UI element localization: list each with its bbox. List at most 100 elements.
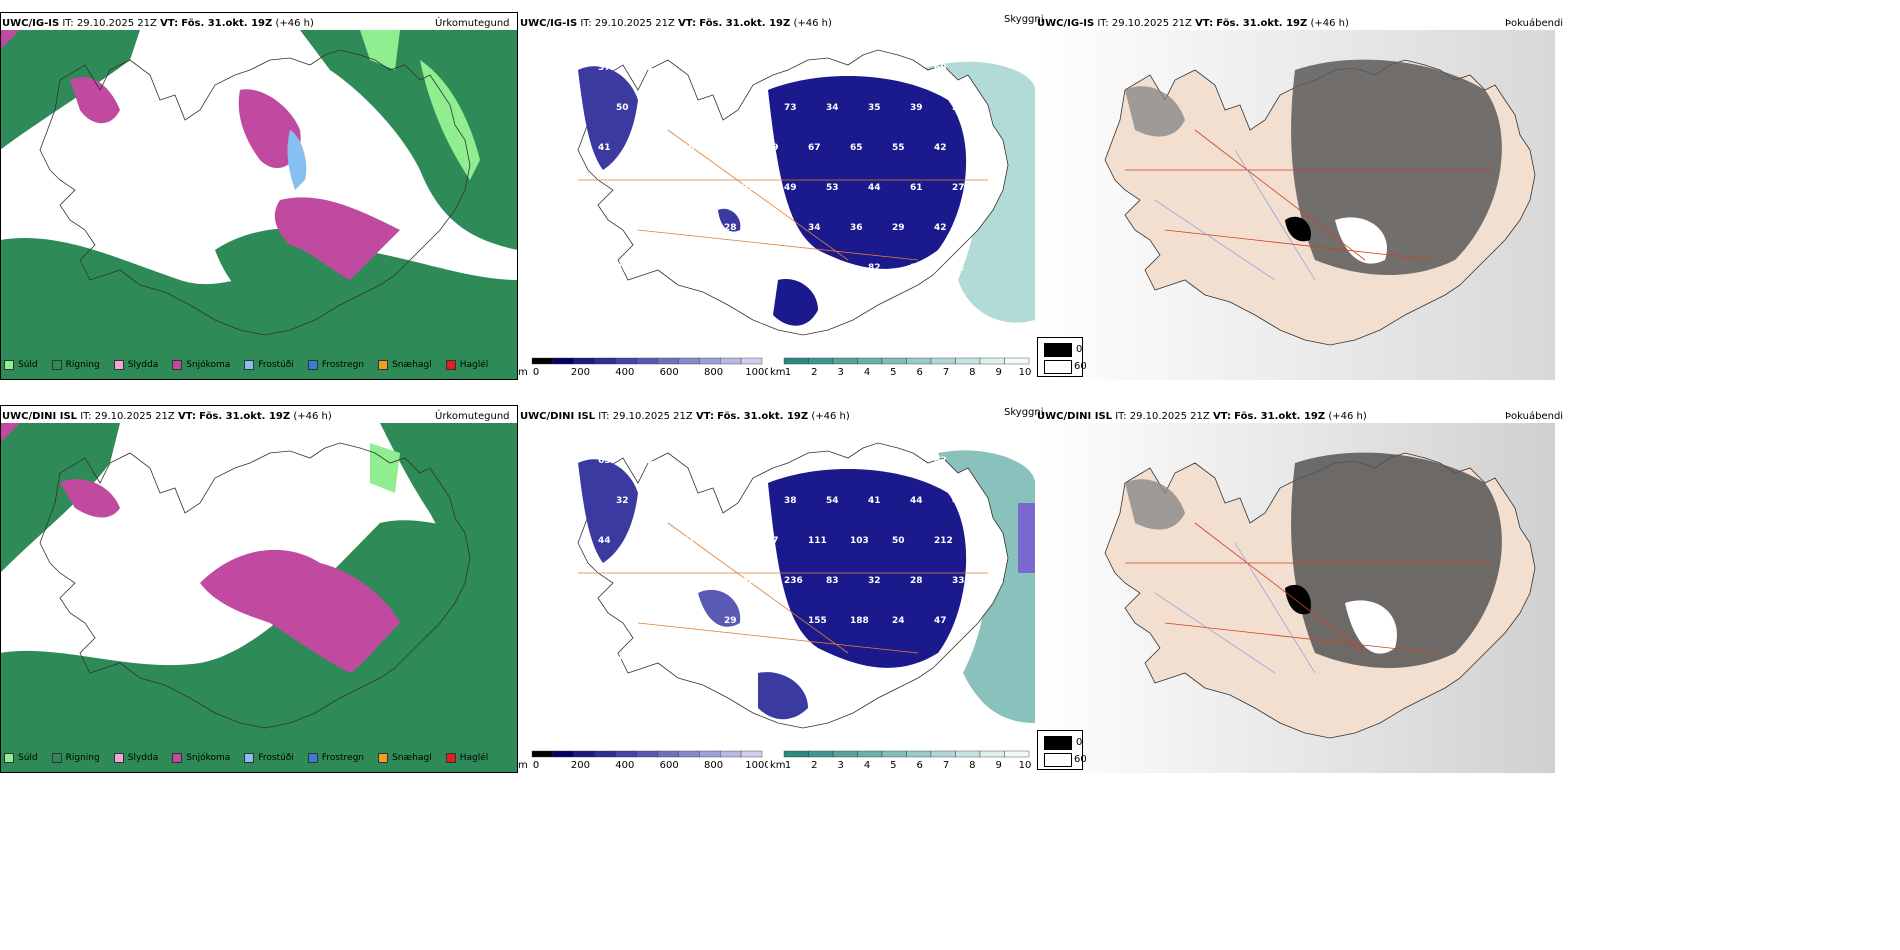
panel-title-cloud-1: UWC/IG-IS IT: 29.10.2025 21Z VT: Fös. 31… xyxy=(520,18,832,29)
fog-index-map-2 xyxy=(1035,423,1555,773)
visibility-colorbar-segment xyxy=(906,750,932,758)
visibility-colorbar-tick-label: 6 xyxy=(916,367,922,378)
cloud-base-colorbar-tick-label: 1000 xyxy=(745,367,768,378)
visibility-colorbar-segment xyxy=(979,357,1005,365)
precip-legend-item: Slydda xyxy=(113,753,158,763)
cloud-base-label: 55 xyxy=(892,143,905,153)
precip-legend-item: Snæhagl xyxy=(378,753,432,763)
legend-swatch xyxy=(307,753,318,763)
legend-swatch xyxy=(51,753,62,763)
cloud-base-colorbar-segment xyxy=(594,750,616,758)
param-name-precip-2: Úrkomutegund xyxy=(435,411,510,422)
cloud-label-group-1: 37 73 93 71 69 66 57 28 60 50 60 87 49 73 34 35 39 30 41 29… xyxy=(598,63,965,273)
visibility-colorbar-segment xyxy=(979,750,1005,758)
legend-swatch xyxy=(307,360,318,370)
legend-label: Rigning xyxy=(65,753,100,763)
visibility-colorbar-tick-label: 6 xyxy=(916,760,922,771)
cloud-base-label: 41 xyxy=(868,496,881,506)
cloud-base-colorbar-segment xyxy=(531,750,554,758)
cloud-base-label: 28 xyxy=(724,223,737,233)
cloud-base-label: 47 xyxy=(640,536,653,546)
cloud-base-colorbar-tick-label: 600 xyxy=(660,367,679,378)
legend-swatch xyxy=(244,360,255,370)
legend-swatch xyxy=(378,753,389,763)
precip-legend-item: Haglél xyxy=(445,753,488,763)
precip-legend-item: Súld xyxy=(4,360,38,370)
cloud-base-label: 36 xyxy=(850,223,863,233)
legend-label: Snæhagl xyxy=(392,753,432,763)
cloud-base-label: 111 xyxy=(808,536,827,546)
fog-legend-swatch-black xyxy=(1044,343,1072,357)
precip-legend-item: Frostúði xyxy=(244,753,294,763)
cloud-base-label: 71 xyxy=(682,536,695,546)
panel-title-cloud-2: UWC/DINI ISL IT: 29.10.2025 21Z VT: Fös.… xyxy=(520,411,850,422)
cloud-base-colorbar-segment xyxy=(573,750,595,758)
cloud-base-label: 79 xyxy=(640,456,653,466)
cloud-base-label: 155 xyxy=(808,616,827,626)
legend-label: Frostregn xyxy=(321,360,365,370)
visibility-colorbar-tick-label: 1 xyxy=(785,760,791,771)
visibility-colorbar-tick-label: 10 xyxy=(1019,367,1032,378)
visibility-colorbar-segment xyxy=(783,357,809,365)
cloud-base-label: 50 xyxy=(616,103,629,113)
precip-legend-item: Frostregn xyxy=(307,360,365,370)
cloud-base-label: 87 xyxy=(700,103,713,113)
visibility-colorbar-tick-label: 4 xyxy=(864,367,870,378)
legend-label: Snjókoma xyxy=(186,753,231,763)
cloud-base-colorbar-tick-label: 200 xyxy=(571,760,590,771)
param-name-cloud-2: Skyggni xyxy=(1004,407,1044,418)
visibility-colorbar-segment xyxy=(832,750,858,758)
precip-type-map-1 xyxy=(0,30,518,380)
cloud-base-colorbar-tick-label: 0 xyxy=(533,760,539,771)
cloud-base-label: 46 xyxy=(742,263,755,273)
cloud-base-label: 43 xyxy=(742,576,755,586)
cloud-base-label: 42 xyxy=(934,143,947,153)
cloud-base-colorbar-tick-label: 400 xyxy=(615,760,634,771)
visibility-colorbar-tick-label: 2 xyxy=(811,367,817,378)
visibility-colorbar-tick-label: 3 xyxy=(837,367,843,378)
visibility-colorbar-segment xyxy=(783,750,809,758)
visibility-colorbar-segment xyxy=(955,357,981,365)
cloud-base-label: 33 xyxy=(952,576,965,586)
cloud-base-label: 29 xyxy=(724,616,737,626)
cloud-base-label: 82 xyxy=(868,263,881,273)
cloud-base-label: 49 xyxy=(952,496,965,506)
cloud-base-colorbar-segment xyxy=(678,357,700,365)
cloud-base-label: 34 xyxy=(826,103,839,113)
cloud-base-label: 57 xyxy=(850,63,863,73)
cloud-base-label: 42 xyxy=(766,223,779,233)
precip-legend-item: Slydda xyxy=(113,360,158,370)
cloud-base-label: 28 xyxy=(910,576,923,586)
cloud-base-label: 114 xyxy=(700,576,719,586)
legend-swatch xyxy=(113,360,124,370)
cloud-base-label: 47 xyxy=(658,183,671,193)
cloud-base-label: 28 xyxy=(682,616,695,626)
cloud-base-colorbar-segment xyxy=(573,357,595,365)
visibility-colorbar-segment xyxy=(808,357,834,365)
precip-legend-item: Snæhagl xyxy=(378,360,432,370)
cloud-base-colorbar-1: m 0 200 400 600 800 1000 xyxy=(518,357,768,378)
cloud-base-label: 103 xyxy=(850,536,869,546)
fog-legend-swatch-white xyxy=(1044,753,1072,767)
cloud-base-label: 30 xyxy=(682,223,695,233)
cloud-base-label: 33 xyxy=(700,496,713,506)
legend-label: Snæhagl xyxy=(392,360,432,370)
cloud-base-label: 27 xyxy=(952,183,965,193)
cloud-base-label: 43 xyxy=(784,263,797,273)
visibility-colorbar-unit: km xyxy=(770,367,786,378)
cloud-base-label: 38 xyxy=(784,496,797,506)
cloud-base-colorbar-segment xyxy=(636,750,658,758)
cloud-base-colorbar-2: m 0 200 400 600 800 1000 xyxy=(518,750,768,771)
visibility-colorbar-segment xyxy=(881,750,907,758)
cloud-base-label: 28 xyxy=(826,263,839,273)
panel-title-fog-2: UWC/DINI ISL IT: 29.10.2025 21Z VT: Fös.… xyxy=(1037,411,1367,422)
precip-legend-item: Frostregn xyxy=(307,753,364,763)
param-name-precip-1: Úrkomutegund xyxy=(435,18,510,29)
visibility-colorbar-tick-label: 7 xyxy=(943,760,949,771)
cloud-base-colorbar-unit: m xyxy=(518,760,528,771)
cloud-base-label: 31 xyxy=(616,656,629,666)
precip-legend-2: Súld Rigning Slydda Snjókoma Frostúði Frostre… xyxy=(4,753,496,763)
cloud-base-label: 60 xyxy=(934,63,947,73)
precip-legend-item: Súld xyxy=(4,753,38,763)
cloud-base-label: 60 xyxy=(658,103,671,113)
